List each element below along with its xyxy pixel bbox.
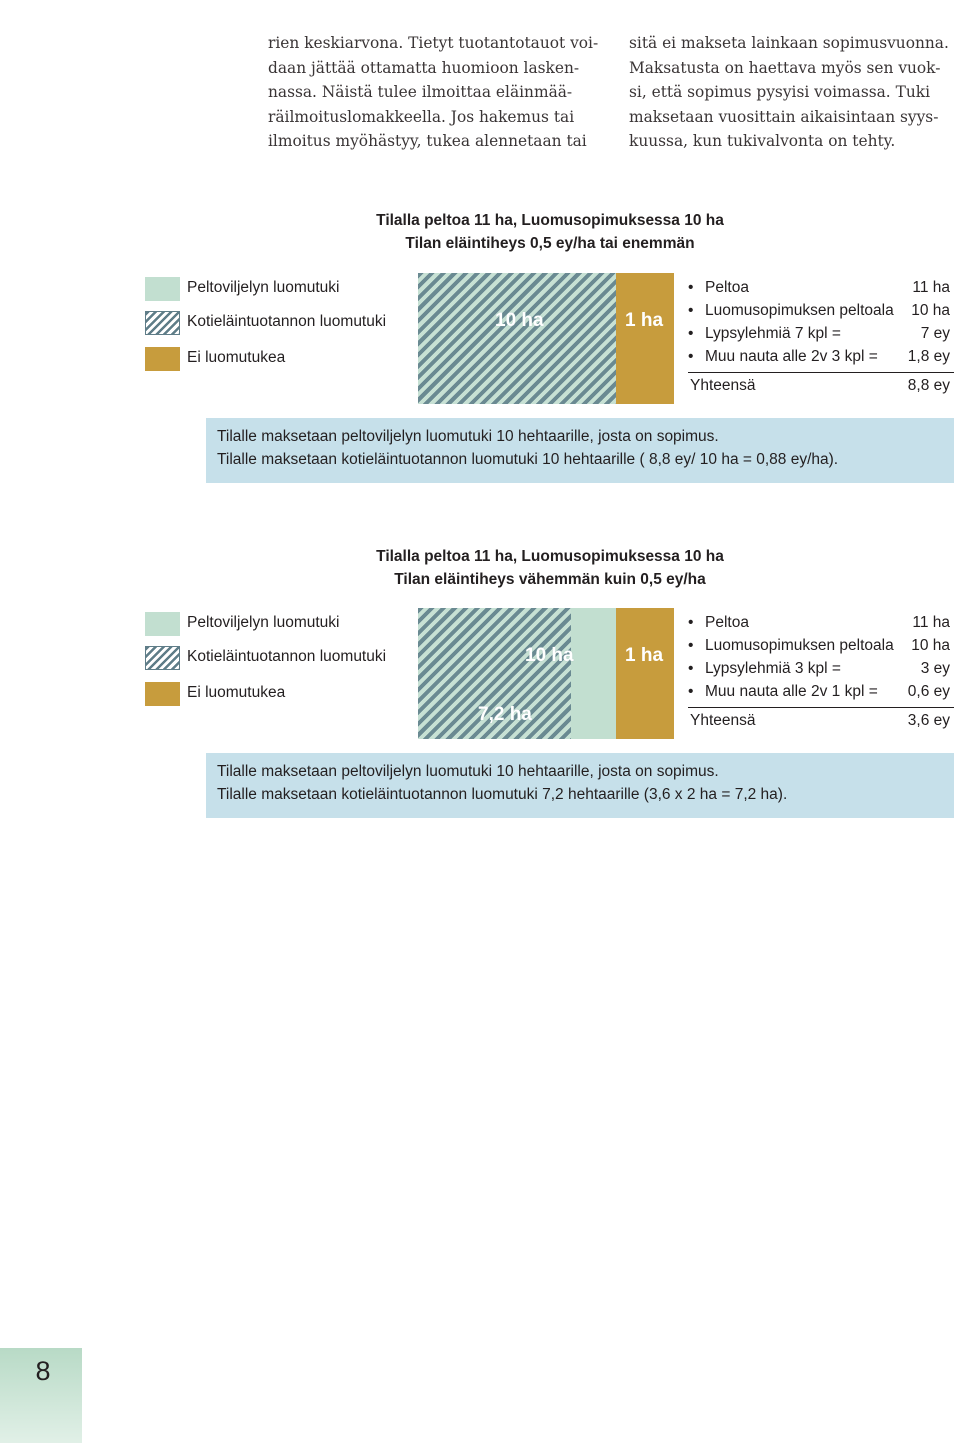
fact-row: • Muu nauta alle 2v 1 kpl = 0,6 ey [688,683,950,705]
total-divider [688,707,954,708]
fact-label: Peltoa [705,614,749,631]
page-number: 8 [35,1356,51,1386]
bullet-icon: • [688,660,694,677]
example2-title-line1: Tilalla peltoa 11 ha, Luomusopimuksessa … [376,548,724,565]
fact-label: Muu nauta alle 2v 3 kpl = [705,348,878,365]
text-line: kuussa, kun tukivalvonta on tehty. [629,132,896,151]
fact-label: Lypsylehmiä 7 kpl = [705,325,841,342]
text-line: Maksatusta on haettava myös sen vuok- [629,58,941,77]
fact-total-row: Yhteensä 8,8 ey [688,377,950,399]
bullet-icon: • [688,614,694,631]
example2-conventional-label: 1 ha [625,645,664,666]
legend-label: Ei luomutukea [187,349,286,366]
fact-label: Luomusopimuksen peltoala [705,302,894,319]
text-line: nassa. Näistä tulee ilmoittaa eläinmää- [268,83,573,102]
fact-label: Luomusopimuksen peltoala [705,637,894,654]
text-line: ilmoitus myöhästyy, tukea alennetaan tai [268,132,587,151]
text-line: si, että sopimus pysyisi voimassa. Tuki [629,83,930,102]
text-line: sitä ei makseta lainkaan sopimusvuonna. [629,34,949,52]
total-value: 3,6 ey [907,712,950,729]
fact-row: • Muu nauta alle 2v 3 kpl = 1,8 ey [688,348,950,370]
text-line: maksetaan vuosittain aikaisintaan syys- [629,107,939,126]
total-label: Yhteensä [690,712,756,729]
example1-conventional-area [616,273,674,404]
fact-row: • Luomusopimuksen peltoala 10 ha [688,637,950,659]
fact-value: 10 ha [911,302,950,319]
total-value: 8,8 ey [907,377,950,394]
note-line: Tilalle maksetaan peltoviljelyn luomutuk… [217,428,719,445]
example1-organic-label: 10 ha [495,310,544,331]
example2-note: Tilalle maksetaan peltoviljelyn luomutuk… [206,753,954,818]
bullet-icon: • [688,302,694,319]
bullet-icon: • [688,279,694,296]
example1-title-line1: Tilalla peltoa 11 ha, Luomusopimuksessa … [376,212,724,229]
total-divider [688,372,954,373]
page-number-tab [0,1348,82,1443]
example1-note: Tilalle maksetaan peltoviljelyn luomutuk… [206,418,954,483]
text-line: räilmoituslomakkeella. Jos hakemus tai [268,107,575,126]
fact-row: • Lypsylehmiä 7 kpl = 7 ey [688,325,950,347]
fact-label: Peltoa [705,279,749,296]
note-line: Tilalle maksetaan kotieläintuotannon luo… [217,451,839,468]
example2-title-line2: Tilan eläintiheys vähemmän kuin 0,5 ey/h… [394,571,706,588]
body-text-right: sitä ei makseta lainkaan sopimusvuonna. … [629,31,952,154]
body-text-left: rien keskiarvona. Tietyt tuotantotauot v… [268,31,599,154]
example2-organic-label: 10 ha [525,645,574,666]
fact-row: • Peltoa 11 ha [688,614,950,636]
legend-label: Kotieläintuotannon luomutuki [187,648,387,665]
fact-value: 7 ey [920,325,950,342]
legend-swatch-hatched [145,311,180,335]
bullet-icon: • [688,348,694,365]
legend-label: Kotieläintuotannon luomutuki [187,313,387,330]
example2-livestock-label: 7,2 ha [478,704,532,725]
bullet-icon: • [688,683,694,700]
legend-swatch-green [145,612,180,636]
total-label: Yhteensä [690,377,756,394]
legend-swatch-gold [145,347,180,371]
legend-swatch-green [145,277,180,301]
fact-total-row: Yhteensä 3,6 ey [688,712,950,734]
fact-value: 0,6 ey [907,683,950,700]
legend-swatch-gold [145,682,180,706]
example1-organic-area [418,273,616,404]
example2-title: Tilalla peltoa 11 ha, Luomusopimuksessa … [200,545,900,591]
text-line: rien keskiarvona. Tietyt tuotantotauot v… [268,34,599,52]
example2-livestock-area [418,608,571,739]
bullet-icon: • [688,325,694,342]
legend-label: Peltoviljelyn luomutuki [187,279,340,296]
fact-label: Lypsylehmiä 3 kpl = [705,660,841,677]
fact-row: • Peltoa 11 ha [688,279,950,301]
example1-title: Tilalla peltoa 11 ha, Luomusopimuksessa … [200,209,900,255]
bullet-icon: • [688,637,694,654]
fact-value: 1,8 ey [907,348,950,365]
fact-label: Muu nauta alle 2v 1 kpl = [705,683,878,700]
example2-organic-only-area [571,608,616,739]
legend-swatch-hatched [145,646,180,670]
legend-label: Ei luomutukea [187,684,286,701]
fact-value: 3 ey [920,660,950,677]
fact-value: 11 ha [912,279,950,296]
legend-label: Peltoviljelyn luomutuki [187,614,340,631]
text-line: daan jättää ottamatta huomioon lasken- [268,58,580,77]
fact-value: 11 ha [912,614,950,631]
example1-title-line2: Tilan eläintiheys 0,5 ey/ha tai enemmän [405,235,695,252]
note-line: Tilalle maksetaan peltoviljelyn luomutuk… [217,763,719,780]
example1-conventional-label: 1 ha [625,310,664,331]
example2-conventional-area [616,608,674,739]
fact-value: 10 ha [911,637,950,654]
fact-row: • Luomusopimuksen peltoala 10 ha [688,302,950,324]
note-line: Tilalle maksetaan kotieläintuotannon luo… [217,786,788,803]
fact-row: • Lypsylehmiä 3 kpl = 3 ey [688,660,950,682]
